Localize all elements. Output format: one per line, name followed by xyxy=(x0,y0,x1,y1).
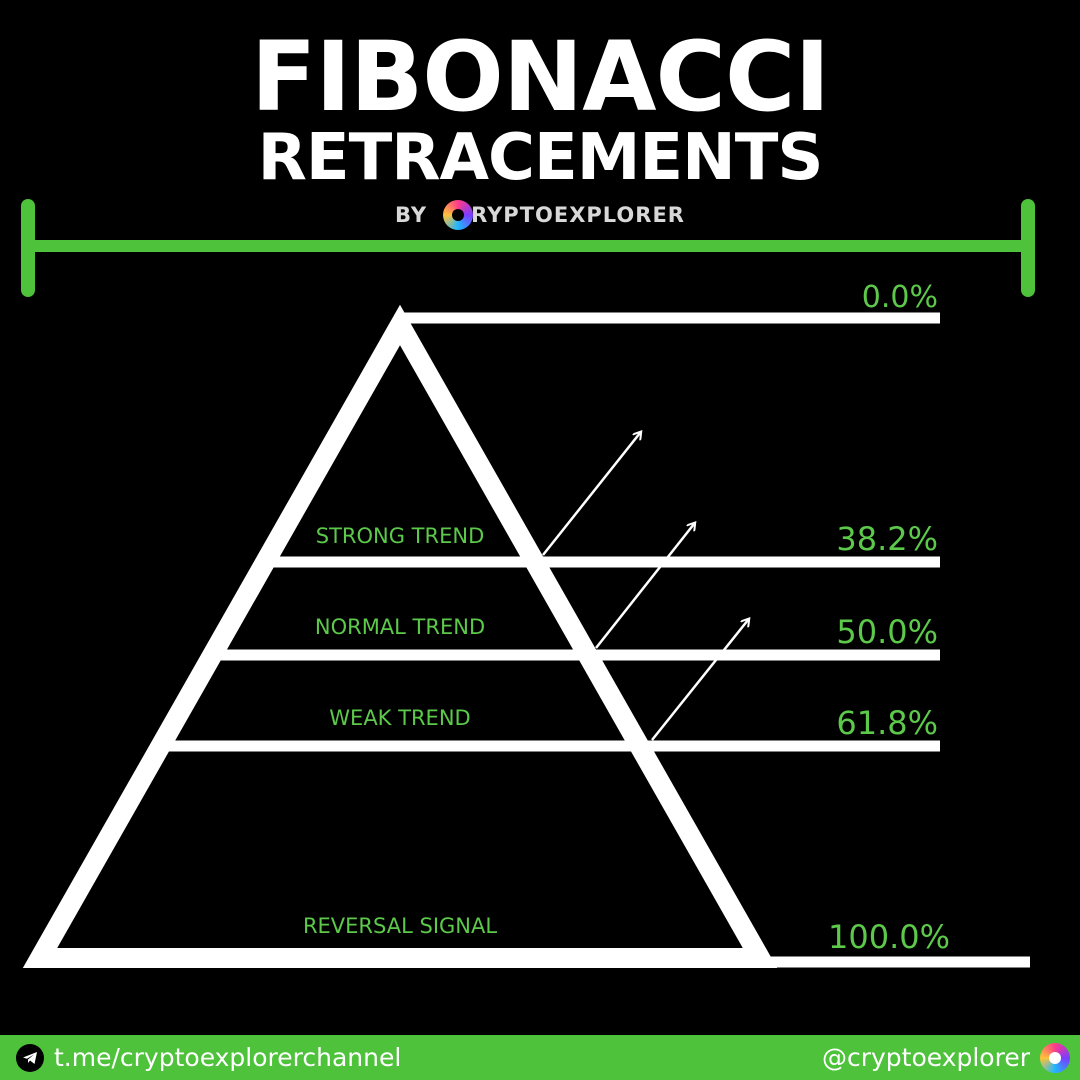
trend-arrow xyxy=(595,524,694,649)
brand-name: RYPTOEXPLORER xyxy=(471,203,685,227)
level-label: 50.0% xyxy=(836,613,938,651)
byline: BY RYPTOEXPLORER xyxy=(0,200,1080,230)
zone-label: WEAK TREND xyxy=(329,706,471,730)
level-label: 0.0% xyxy=(861,280,938,315)
brand-logo-icon xyxy=(443,200,474,230)
title-line-2: RETRACEMENTS xyxy=(257,121,824,195)
range-bar xyxy=(21,199,1035,297)
channel-link[interactable]: t.me/cryptoexplorerchannel xyxy=(54,1043,402,1072)
cryptoexplorer-logo-icon xyxy=(1040,1042,1070,1073)
byline-prefix: BY xyxy=(395,203,428,227)
zone-label: REVERSAL SIGNAL xyxy=(302,914,498,938)
level-label: 38.2% xyxy=(836,520,938,558)
zone-label: STRONG TREND xyxy=(315,524,485,548)
level-lines xyxy=(161,312,1030,968)
handle-link[interactable]: @cryptoexplorer xyxy=(821,1043,1030,1072)
level-label: 100.0% xyxy=(827,918,950,956)
trend-arrow xyxy=(651,620,748,741)
title-line-1: FIBONACCI xyxy=(250,21,830,133)
trend-arrows xyxy=(542,433,748,741)
zone-label: NORMAL TREND xyxy=(314,615,486,639)
telegram-icon[interactable] xyxy=(16,1043,44,1072)
pyramid-outline xyxy=(22,304,778,968)
level-label: 61.8% xyxy=(836,704,938,742)
footer-bar: t.me/cryptoexplorerchannel @cryptoexplor… xyxy=(0,1035,1080,1080)
trend-arrow xyxy=(542,433,640,556)
